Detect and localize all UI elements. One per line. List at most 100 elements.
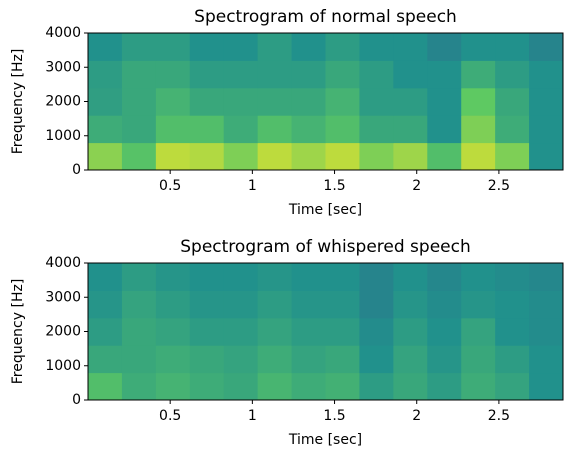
spectrogram-cell (155, 87, 191, 116)
x-tick-label: 0.5 (159, 408, 181, 424)
spectrogram-cell (291, 115, 326, 144)
spectrogram-cell (359, 290, 394, 319)
spectrogram-cell (529, 115, 564, 144)
spectrogram-cell (427, 372, 462, 401)
spectrogram-cell (393, 290, 428, 319)
spectrogram-cell (529, 142, 564, 171)
spectrogram-cell (359, 115, 394, 144)
x-tick-label: 2 (412, 408, 421, 424)
x-tick-label: 1.5 (323, 178, 345, 194)
spectrogram-cell (155, 372, 191, 401)
x-axis-label: Time [sec] (288, 202, 362, 218)
spectrogram-cell (155, 33, 191, 61)
spectrogram-cell (427, 142, 462, 171)
spectrogram-cell (393, 60, 428, 89)
y-tick-label: 3000 (45, 59, 81, 75)
spectrogram-cell (257, 33, 293, 61)
spectrogram-cell (121, 263, 157, 291)
spectrogram-cell (427, 87, 462, 116)
spectrogram-cell (257, 263, 293, 291)
spectrogram-cell (88, 60, 123, 89)
spectrogram-cell (325, 345, 360, 374)
spectrogram-cell (427, 60, 462, 89)
spectrogram-cell (325, 87, 360, 116)
spectrogram-cell (393, 345, 428, 374)
spectrogram-cell (189, 372, 225, 401)
spectrogram-cell (393, 372, 428, 401)
spectrogram-cell (121, 317, 157, 346)
spectrogram-cell (121, 372, 157, 401)
y-tick-label: 1000 (45, 358, 81, 374)
spectrogram-cell (88, 345, 123, 374)
spectrogram-cell (257, 115, 293, 144)
spectrogram-cell (155, 60, 191, 89)
spectrogram-cell (121, 87, 157, 116)
y-tick-label: 0 (72, 392, 81, 408)
spectrogram-cell (495, 290, 530, 319)
spectrogram-cell (393, 33, 428, 61)
spectrogram-cell (427, 263, 462, 291)
spectrogram-cell (189, 87, 225, 116)
spectrogram-cell (88, 87, 123, 116)
spectrogram-cell (291, 87, 326, 116)
spectrogram-cell (189, 317, 225, 346)
spectrogram-cell (529, 345, 564, 374)
spectrogram-cell (461, 87, 496, 116)
spectrogram-cell (495, 263, 530, 291)
spectrogram-cell (359, 87, 394, 116)
spectrogram-cell (223, 263, 259, 291)
x-axis-label: Time [sec] (288, 432, 362, 448)
y-tick-label: 2000 (45, 94, 81, 110)
spectrogram-cell (189, 60, 225, 89)
spectrogram-cell (223, 33, 259, 61)
spectrogram-cell (393, 263, 428, 291)
y-tick-label: 4000 (45, 255, 81, 271)
spectrogram-cell (88, 142, 123, 171)
spectrogram-cell (461, 372, 496, 401)
chart-title: Spectrogram of normal speech (194, 7, 457, 27)
spectrogram-cell (155, 290, 191, 319)
x-tick-label: 0.5 (159, 178, 181, 194)
spectrogram-cell (461, 142, 496, 171)
spectrogram-cell (291, 60, 326, 89)
spectrogram-cell (461, 290, 496, 319)
spectrogram-cell (427, 33, 462, 61)
spectrogram-cell (257, 87, 293, 116)
spectrogram-cell (325, 290, 360, 319)
spectrogram-cell (291, 290, 326, 319)
spectrogram-cell (325, 317, 360, 346)
spectrogram-cell (529, 263, 564, 291)
spectrogram-cell (257, 60, 293, 89)
spectrogram-cell (223, 87, 259, 116)
spectrogram-cell (88, 317, 123, 346)
spectrogram-cell (155, 142, 191, 171)
spectrogram-cell (325, 142, 360, 171)
spectrogram-cell (359, 33, 394, 61)
spectrogram-cell (461, 317, 496, 346)
spectrogram-cell (461, 33, 496, 61)
y-tick-label: 2000 (45, 324, 81, 340)
spectrogram-cell (495, 142, 530, 171)
spectrogram-cell (291, 142, 326, 171)
spectrogram-cell (223, 290, 259, 319)
spectrogram-cell (529, 372, 564, 401)
y-tick-label: 1000 (45, 128, 81, 144)
spectrogram-cell (121, 33, 157, 61)
chart-title: Spectrogram of whispered speech (180, 237, 471, 257)
spectrogram-cell (529, 87, 564, 116)
x-tick-label: 1 (248, 408, 257, 424)
spectrogram-cell (223, 317, 259, 346)
y-tick-label: 3000 (45, 289, 81, 305)
spectrogram-cell (393, 115, 428, 144)
spectrogram-cell (427, 345, 462, 374)
spectrogram-cell (359, 345, 394, 374)
spectrogram-cell (257, 290, 293, 319)
x-tick-label: 2.5 (488, 408, 510, 424)
spectrogram-cell (189, 345, 225, 374)
spectrogram-cell (291, 372, 326, 401)
spectrogram-cell (155, 345, 191, 374)
spectrogram-cell (189, 115, 225, 144)
y-axis-label: Frequency [Hz] (10, 279, 26, 385)
y-tick-label: 0 (72, 162, 81, 178)
